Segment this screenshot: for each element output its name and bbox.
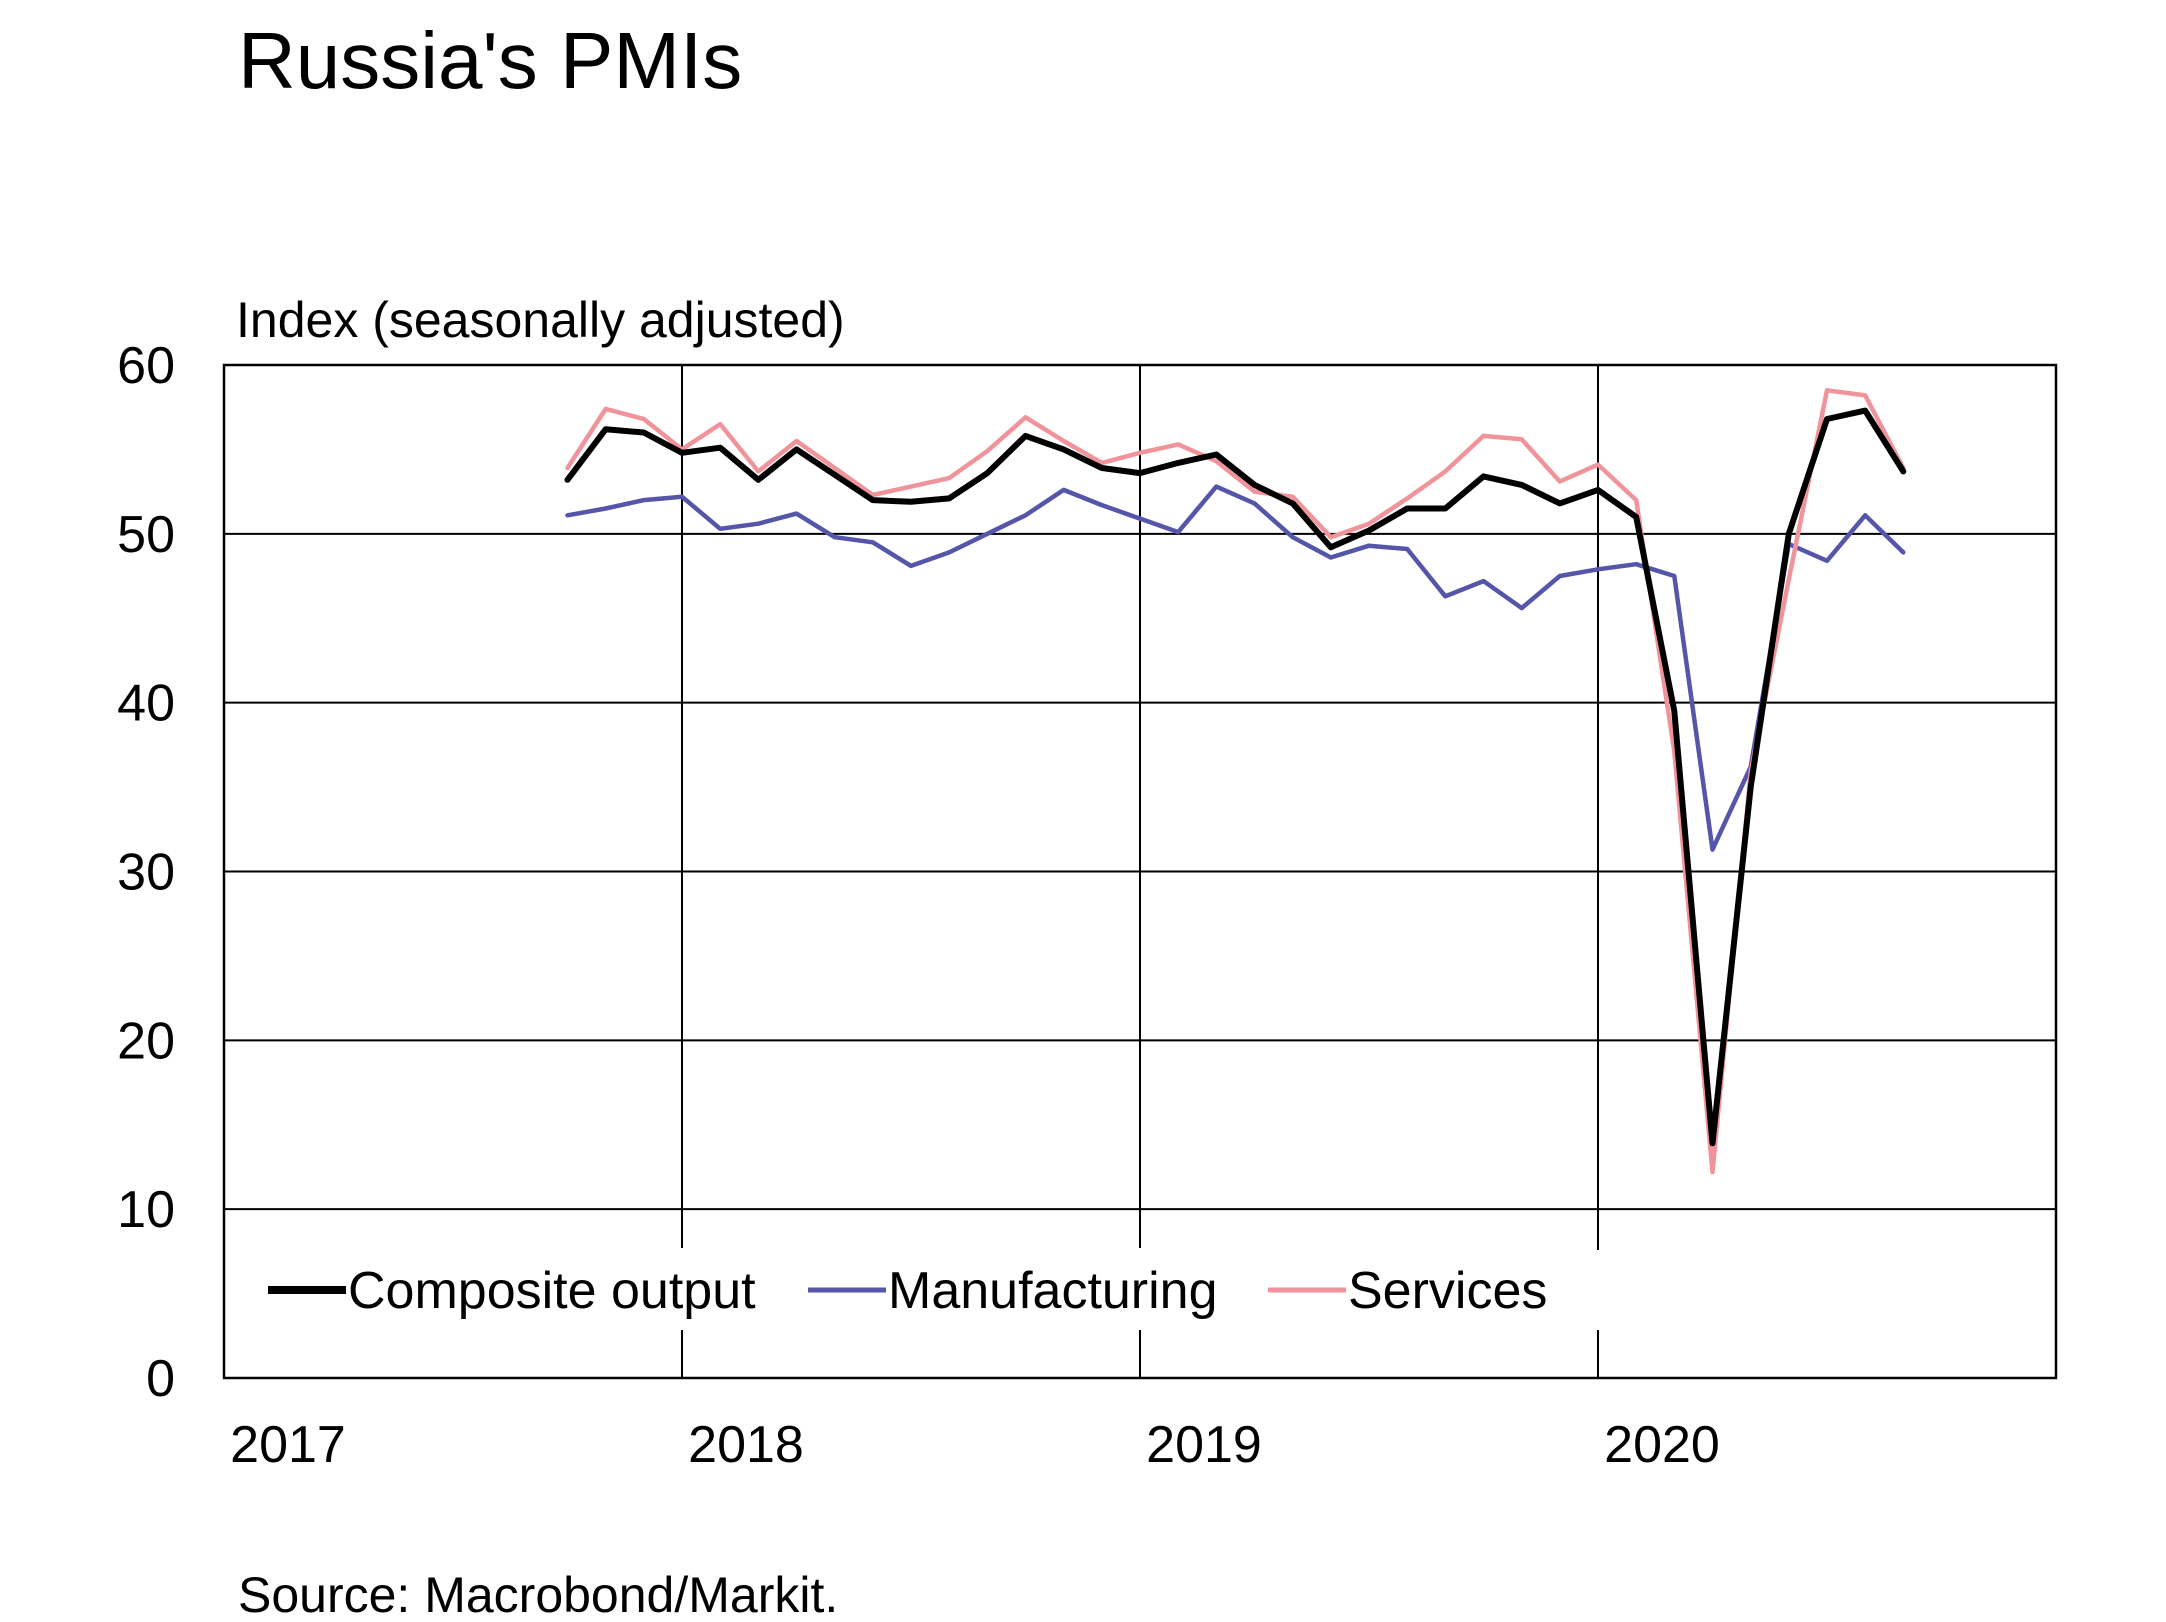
plot-frame [222, 363, 2058, 1380]
gridlines [224, 365, 2056, 1378]
y-tick-label: 40 [117, 675, 175, 733]
x-tick-label: 2020 [1604, 1416, 1720, 1474]
chart-title: Russia's PMIs [238, 16, 742, 105]
series-line-services [565, 388, 1906, 1175]
legend: Composite output Manufacturing Services [240, 1248, 1570, 1330]
y-tick-label: 50 [117, 506, 175, 564]
y-axis-label: Index (seasonally adjusted) [236, 292, 845, 348]
series-lines [564, 388, 1907, 1175]
x-tick-label: 2018 [688, 1416, 804, 1474]
x-tick-label: 2019 [1146, 1416, 1262, 1474]
legend-label: Manufacturing [888, 1262, 1218, 1320]
y-tick-label: 20 [117, 1012, 175, 1070]
y-tick-label: 60 [117, 337, 175, 395]
legend-label: Services [1348, 1262, 1547, 1320]
series-line-manufacturing [565, 484, 1906, 852]
source-note: Source: Macrobond/Markit. [238, 1567, 838, 1622]
legend-background [240, 1248, 1570, 1330]
legend-label: Composite output [348, 1262, 756, 1320]
y-tick-label: 10 [117, 1181, 175, 1239]
y-tick-labels: 0 10 20 30 40 50 60 [117, 337, 175, 1408]
y-tick-label: 0 [146, 1350, 175, 1408]
x-tick-label: 2017 [230, 1416, 346, 1474]
x-tick-labels: 2017 2018 2019 2020 [230, 1416, 1720, 1474]
y-tick-label: 30 [117, 844, 175, 902]
series-line-composite-output [564, 407, 1907, 1147]
